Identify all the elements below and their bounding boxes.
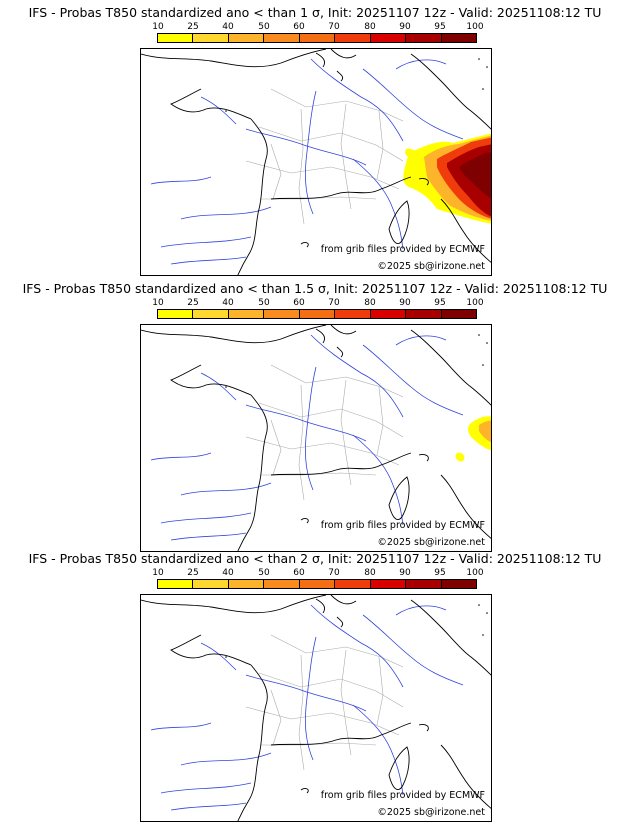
map-svg xyxy=(141,325,491,551)
colorbar-swatch xyxy=(335,310,371,318)
colorbar-tick: 80 xyxy=(364,568,376,578)
coastline-and-borders xyxy=(141,49,491,275)
credit-source: from grib files provided by ECMWF xyxy=(320,520,485,531)
region-boundaries xyxy=(245,634,404,771)
panel-title: IFS - Probas T850 standardized ano < tha… xyxy=(28,5,602,20)
credit-copyright: ©2025 sb@irizone.net xyxy=(377,261,485,272)
credit-copyright: ©2025 sb@irizone.net xyxy=(377,807,485,818)
colorbar-tick: 70 xyxy=(328,22,340,32)
colorbar-tick: 25 xyxy=(187,568,199,578)
colorbar-tick: 95 xyxy=(434,568,446,578)
colorbar-swatch xyxy=(370,580,407,588)
coastline-and-borders xyxy=(141,325,491,551)
colorbar-swatch xyxy=(158,580,194,588)
colorbar: 10 25 40 50 60 70 80 90 95 100 xyxy=(152,22,484,43)
colorbar-swatch xyxy=(158,310,194,318)
map-panel-2: IFS - Probas T850 standardized ano < tha… xyxy=(0,276,630,552)
colorbar-swatch xyxy=(406,310,442,318)
credit-copyright: ©2025 sb@irizone.net xyxy=(377,537,485,548)
region-boundaries xyxy=(245,88,404,225)
colorbar-tick: 90 xyxy=(399,568,411,578)
colorbar-swatch xyxy=(228,34,265,42)
colorbar-tick: 100 xyxy=(466,22,484,32)
colorbar-labels: 10 25 40 50 60 70 80 90 95 100 xyxy=(152,298,483,309)
colorbar-swatch xyxy=(441,580,476,588)
colorbar-swatch xyxy=(299,34,336,42)
rivers xyxy=(150,334,464,541)
colorbar-swatch xyxy=(406,34,442,42)
france-map: from grib files provided by ECMWF ©2025 … xyxy=(140,594,492,822)
map-panel-1: IFS - Probas T850 standardized ano < tha… xyxy=(0,0,630,276)
colorbar-swatch xyxy=(299,580,336,588)
colorbar-swatch xyxy=(228,580,265,588)
colorbar-tick: 40 xyxy=(222,298,234,308)
panel-title: IFS - Probas T850 standardized ano < tha… xyxy=(22,281,608,296)
colorbar-tick: 90 xyxy=(399,22,411,32)
map-svg xyxy=(141,49,491,275)
colorbar-tick: 100 xyxy=(466,568,484,578)
colorbar-swatch xyxy=(441,310,476,318)
colorbar-tick: 60 xyxy=(293,298,305,308)
colorbar-labels: 10 25 40 50 60 70 80 90 95 100 xyxy=(152,22,483,33)
colorbar: 10 25 40 50 60 70 80 90 95 100 xyxy=(152,568,484,589)
colorbar-tick: 50 xyxy=(258,298,270,308)
colorbar-swatches xyxy=(157,309,477,319)
rivers xyxy=(150,604,464,811)
colorbar-tick: 60 xyxy=(293,22,305,32)
colorbar-swatch xyxy=(193,34,229,42)
colorbar-tick: 40 xyxy=(222,568,234,578)
colorbar-swatch xyxy=(406,580,442,588)
map-dots xyxy=(225,604,488,658)
france-map: from grib files provided by ECMWF ©2025 … xyxy=(140,324,492,552)
probability-anomaly-area xyxy=(403,133,491,224)
france-map: from grib files provided by ECMWF ©2025 … xyxy=(140,48,492,276)
colorbar-tick: 40 xyxy=(222,22,234,32)
colorbar-swatch xyxy=(370,310,407,318)
colorbar-tick: 80 xyxy=(364,22,376,32)
colorbar-swatch xyxy=(264,580,300,588)
colorbar-tick: 50 xyxy=(258,22,270,32)
colorbar-swatch xyxy=(370,34,407,42)
colorbar-tick: 95 xyxy=(434,22,446,32)
colorbar-tick: 70 xyxy=(328,568,340,578)
colorbar-swatch xyxy=(193,310,229,318)
colorbar-tick: 70 xyxy=(328,298,340,308)
colorbar-swatch xyxy=(441,34,476,42)
probability-anomaly-area xyxy=(455,416,491,462)
colorbar-tick: 60 xyxy=(293,568,305,578)
colorbar-swatch xyxy=(264,310,300,318)
colorbar-tick: 10 xyxy=(152,22,164,32)
region-boundaries xyxy=(245,364,404,501)
colorbar-swatches xyxy=(157,33,477,43)
colorbar-swatch xyxy=(193,580,229,588)
map-panel-3: IFS - Probas T850 standardized ano < tha… xyxy=(0,546,630,822)
colorbar-labels: 10 25 40 50 60 70 80 90 95 100 xyxy=(152,568,483,579)
colorbar-tick: 25 xyxy=(187,22,199,32)
colorbar-tick: 95 xyxy=(434,298,446,308)
map-svg xyxy=(141,595,491,821)
colorbar-swatch xyxy=(228,310,265,318)
colorbar-tick: 10 xyxy=(152,298,164,308)
colorbar: 10 25 40 50 60 70 80 90 95 100 xyxy=(152,298,484,319)
colorbar-swatch xyxy=(335,580,371,588)
colorbar-tick: 50 xyxy=(258,568,270,578)
coastline-and-borders xyxy=(141,595,491,821)
colorbar-swatch xyxy=(335,34,371,42)
colorbar-swatches xyxy=(157,579,477,589)
colorbar-tick: 80 xyxy=(364,298,376,308)
colorbar-tick: 25 xyxy=(187,298,199,308)
colorbar-tick: 100 xyxy=(466,298,484,308)
colorbar-swatch xyxy=(158,34,194,42)
map-dots xyxy=(225,334,488,388)
credit-source: from grib files provided by ECMWF xyxy=(320,790,485,801)
panel-title: IFS - Probas T850 standardized ano < tha… xyxy=(28,551,602,566)
colorbar-tick: 90 xyxy=(399,298,411,308)
colorbar-swatch xyxy=(264,34,300,42)
credit-source: from grib files provided by ECMWF xyxy=(320,244,485,255)
map-dots xyxy=(225,58,488,112)
colorbar-tick: 10 xyxy=(152,568,164,578)
colorbar-swatch xyxy=(299,310,336,318)
